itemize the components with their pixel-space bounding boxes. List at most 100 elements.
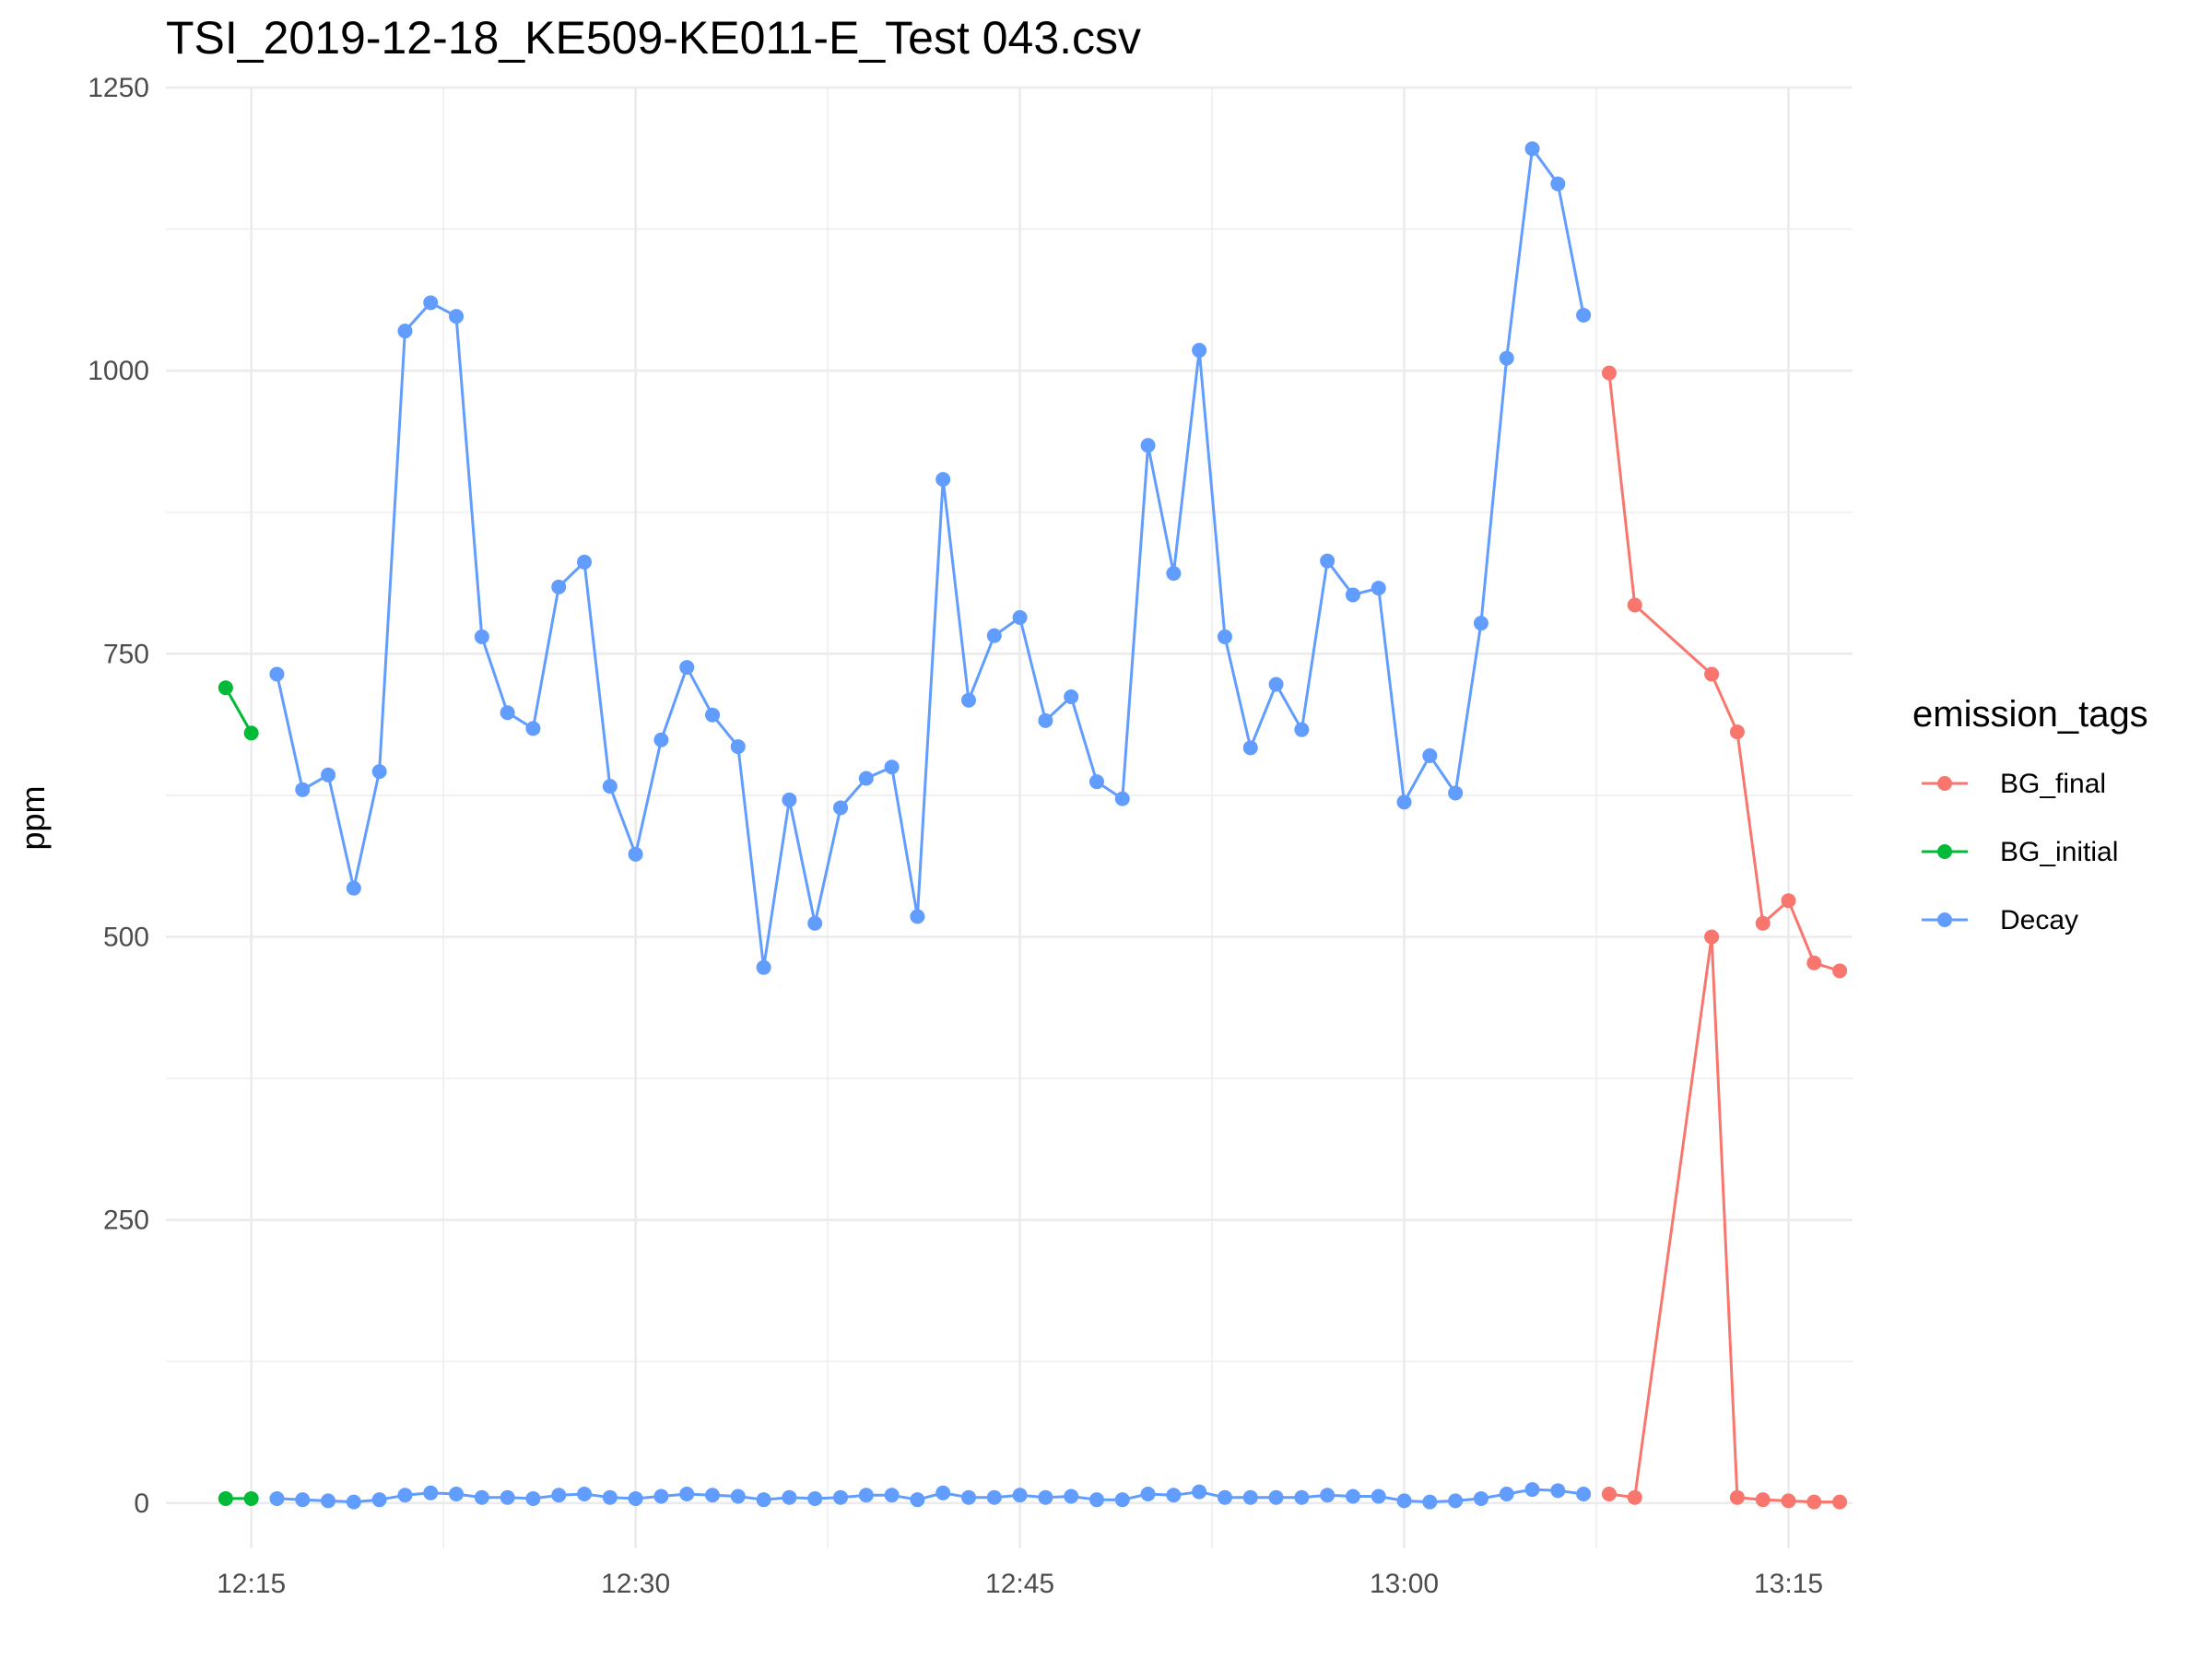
data-point — [1088, 774, 1104, 790]
data-point — [730, 739, 746, 755]
data-point — [602, 1489, 618, 1505]
x-tick-label: 12:15 — [217, 1569, 286, 1599]
data-point — [449, 1487, 465, 1502]
data-point — [1704, 666, 1720, 682]
y-tick-label: 250 — [103, 1206, 149, 1236]
data-point — [1524, 1482, 1540, 1498]
data-point — [1294, 1489, 1310, 1505]
data-point — [1781, 893, 1796, 909]
data-point — [1448, 1493, 1464, 1509]
data-point — [807, 1490, 823, 1506]
data-point — [1371, 581, 1386, 596]
data-point — [474, 629, 489, 644]
data-point — [1064, 1488, 1079, 1504]
legend-label: BG_initial — [2000, 837, 2118, 867]
data-point — [449, 309, 465, 324]
grid — [166, 86, 1853, 1548]
y-tick-label: 0 — [134, 1488, 149, 1519]
series-lines — [224, 147, 1841, 1504]
data-point — [423, 295, 439, 311]
data-point — [1832, 963, 1848, 979]
data-point — [474, 1489, 489, 1505]
data-point — [679, 660, 695, 676]
data-point — [705, 1488, 721, 1503]
data-point — [500, 1489, 515, 1505]
data-point — [1088, 1492, 1104, 1508]
data-point — [1217, 1489, 1232, 1505]
data-point — [551, 579, 567, 594]
legend-key-point — [1937, 844, 1952, 859]
data-point — [782, 1489, 797, 1505]
data-point — [705, 707, 721, 723]
data-point — [1422, 1494, 1438, 1510]
data-point — [1192, 1484, 1207, 1500]
legend-label: Decay — [2000, 905, 2078, 935]
data-point — [807, 915, 823, 931]
x-tick-label: 12:45 — [985, 1569, 1054, 1599]
data-point — [1576, 1487, 1592, 1502]
data-point — [1755, 1492, 1771, 1508]
data-point — [423, 1485, 439, 1500]
data-point — [1294, 722, 1310, 737]
x-tick-label: 13:00 — [1370, 1569, 1439, 1599]
data-point — [1064, 689, 1079, 705]
legend-items: BG_final BG_initial Decay — [1922, 769, 2118, 935]
data-point — [1192, 343, 1207, 359]
chart-title: TSI_2019-12-18_KE509-KE011-E_Test 043.cs… — [166, 12, 1142, 64]
data-point — [1524, 141, 1540, 157]
data-point — [577, 1487, 593, 1502]
series-points — [218, 141, 1848, 1510]
data-point — [1448, 785, 1464, 801]
data-point — [782, 792, 797, 807]
data-point — [1729, 1489, 1745, 1505]
data-point — [653, 732, 669, 747]
data-point — [833, 800, 848, 816]
data-point — [960, 1489, 976, 1505]
data-point — [1268, 1489, 1284, 1505]
series-line — [224, 687, 253, 735]
data-point — [397, 324, 413, 339]
data-point — [500, 705, 515, 721]
data-point — [551, 1488, 567, 1503]
data-point — [1345, 1488, 1360, 1504]
data-point — [628, 1490, 643, 1506]
data-point — [884, 759, 900, 775]
data-point — [1038, 1489, 1053, 1505]
data-point — [1268, 677, 1284, 692]
data-point — [1140, 1487, 1156, 1502]
data-point — [858, 1488, 874, 1503]
data-point — [858, 771, 874, 786]
data-point — [730, 1488, 746, 1504]
data-point — [910, 1492, 925, 1508]
data-point — [346, 1494, 361, 1510]
data-point — [321, 1493, 336, 1509]
data-point — [269, 666, 285, 682]
data-point — [1806, 955, 1822, 971]
data-point — [295, 782, 311, 797]
x-axis-ticks: 12:15 12:30 12:45 13:00 13:15 — [217, 1569, 1823, 1599]
data-point — [1396, 794, 1412, 810]
y-axis-ticks: 0 250 500 750 1000 1250 — [88, 73, 149, 1519]
series-line — [276, 147, 1585, 970]
legend-title: emission_tags — [1912, 694, 2148, 735]
data-point — [371, 764, 387, 780]
y-axis-label: ppm — [14, 785, 52, 850]
y-tick-label: 750 — [103, 639, 149, 669]
data-point — [1499, 350, 1514, 366]
data-point — [1704, 929, 1720, 945]
data-point — [653, 1488, 669, 1504]
data-point — [243, 1490, 259, 1506]
data-point — [1396, 1493, 1412, 1509]
data-point — [1114, 1492, 1130, 1508]
data-point — [986, 1489, 1002, 1505]
data-point — [218, 680, 233, 696]
y-tick-label: 1250 — [88, 73, 149, 103]
data-point — [756, 959, 771, 975]
x-tick-label: 13:15 — [1754, 1569, 1823, 1599]
data-point — [269, 1490, 285, 1506]
data-point — [1627, 1489, 1642, 1505]
data-point — [1242, 1489, 1258, 1505]
data-point — [935, 472, 951, 488]
data-point — [1781, 1493, 1796, 1509]
